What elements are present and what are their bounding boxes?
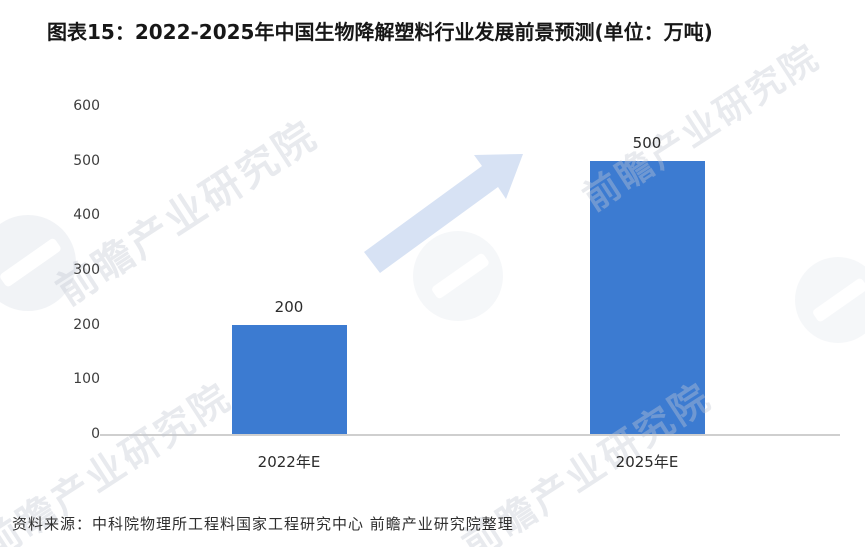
watermark-logo-icon	[795, 257, 865, 343]
y-tick-label: 400	[73, 207, 100, 224]
y-tick-label: 200	[73, 316, 100, 333]
bar	[231, 324, 347, 434]
watermark-logo-icon	[413, 231, 503, 321]
bar-value-label: 200	[274, 297, 304, 316]
y-tick-label: 100	[73, 371, 100, 388]
y-tick-label: 300	[73, 262, 100, 278]
x-tick-label: 2025年E	[615, 453, 679, 471]
y-tick-label: 500	[73, 152, 100, 169]
x-tick-label: 2022年E	[257, 453, 321, 471]
chart-title: 图表15：2022-2025年中国生物降解塑料行业发展前景预测(单位：万吨)	[47, 20, 713, 44]
bar-value-label: 500	[632, 133, 662, 152]
source-note: 资料来源：中科院物理所工程料国家工程研究中心 前瞻产业研究院整理	[12, 515, 514, 533]
y-tick-label: 600	[73, 98, 100, 114]
x-axis-line	[100, 434, 840, 436]
trend-arrow-shape	[364, 154, 523, 273]
y-tick-label: 0	[91, 426, 100, 442]
bar	[589, 160, 705, 434]
